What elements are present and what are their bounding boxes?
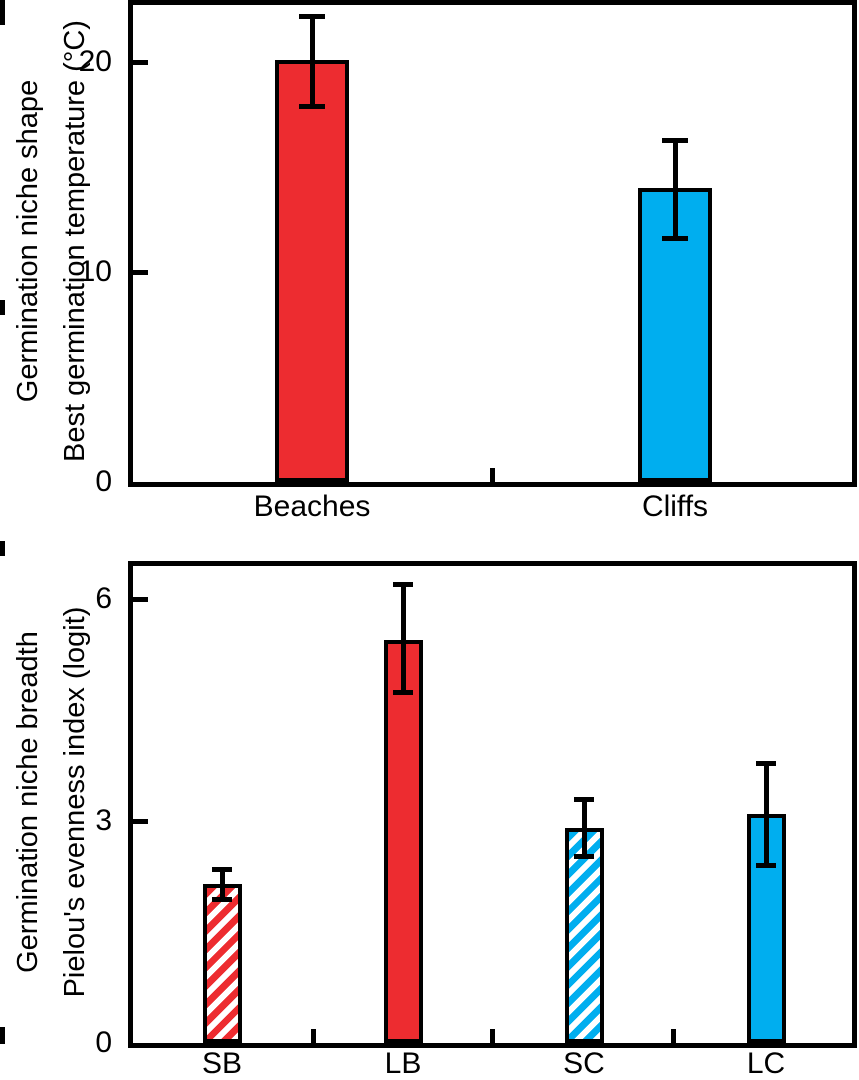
error-bar-cap-upper [299,13,325,19]
y-tick-label: 6 [95,582,112,615]
edge-artifact [0,541,5,556]
x-label-cliffs: Cliffs [641,490,709,523]
error-bar-beaches [309,15,315,107]
error-bar-cap-lower [299,104,325,110]
error-bar-cap-lower [574,853,594,859]
error-bar-cap-lower [212,896,232,902]
y-axis-tick [133,60,148,65]
x-axis-tick [671,1029,676,1043]
y-axis-tick [133,270,148,275]
error-bar-cap-lower [662,236,688,242]
y-tick-label: 20 [78,45,112,78]
bar-lb [383,639,423,1043]
bottom-chart-frame [128,561,857,1048]
error-bar-sb [219,869,225,899]
y-axis-tick [133,819,148,824]
x-label-sc: SC [563,1047,605,1080]
error-bar-cap-upper [212,867,232,873]
error-bar-sc [581,798,587,856]
error-bar-cap-upper [756,761,776,767]
x-label-lc: LC [746,1047,786,1080]
error-bar-cap-lower [756,863,776,869]
edge-artifact [0,300,5,315]
error-bar-cliffs [672,139,678,239]
bar-lc [746,813,786,1043]
y-axis-tick [133,597,148,602]
error-bar-lb [400,584,406,692]
x-axis-tick [490,468,495,482]
y-tick-label: 10 [78,255,112,288]
edge-artifact [0,1027,5,1044]
error-bar-cap-upper [662,137,688,143]
y-tick-label: 3 [95,804,112,837]
x-label-sb: SB [201,1047,243,1080]
y-tick-label: 0 [95,1026,112,1059]
bar-beaches [275,59,349,482]
error-bar-lc [763,763,769,866]
top-chart-frame [128,0,857,487]
x-label-lb: LB [384,1047,422,1080]
error-bar-cap-upper [393,582,413,588]
bar-sb [202,883,242,1043]
x-axis-tick [311,1029,316,1043]
error-bar-cap-upper [574,796,594,802]
edge-artifact [0,0,5,25]
bar-sc [564,828,604,1043]
y-tick-label: 0 [95,465,112,498]
x-label-beaches: Beaches [253,490,371,523]
error-bar-cap-lower [393,689,413,695]
x-axis-tick [490,1029,495,1043]
